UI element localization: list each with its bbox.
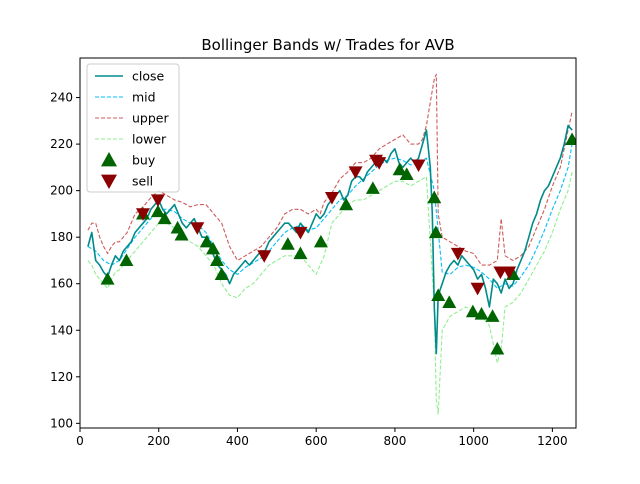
- x-tick-label: 1000: [458, 434, 489, 448]
- y-tick-label: 240: [50, 91, 73, 105]
- plot-area: [87, 73, 576, 415]
- legend-label-buy: buy: [132, 153, 156, 168]
- legend-label-sell: sell: [132, 174, 153, 189]
- x-tick-label: 1200: [537, 434, 568, 448]
- buy-marker: [490, 341, 505, 355]
- sell-marker: [470, 282, 485, 296]
- buy-marker: [427, 190, 442, 204]
- sell-marker: [293, 226, 308, 240]
- legend-label-close: close: [132, 69, 165, 84]
- buy-marker: [442, 295, 457, 308]
- buy-marker: [313, 234, 328, 248]
- buy-marker: [465, 304, 480, 318]
- buy-marker: [431, 288, 446, 301]
- legend-item: buy: [101, 152, 156, 168]
- buy-marker: [214, 267, 229, 281]
- buy-marker: [100, 272, 115, 285]
- legend-item: upper: [95, 111, 169, 126]
- legend-item: close: [95, 69, 165, 84]
- buy-marker: [209, 253, 224, 267]
- x-tick-label: 600: [305, 434, 328, 448]
- legend-label-mid: mid: [132, 90, 156, 105]
- legend: close mid upper lower buy sell: [86, 63, 180, 193]
- legend-swatch-buy: [101, 152, 117, 167]
- sell-marker: [348, 166, 363, 180]
- y-tick-label: 120: [50, 370, 73, 384]
- x-tick-label: 800: [383, 434, 406, 448]
- sell-marker: [411, 159, 426, 173]
- y-tick-label: 160: [50, 277, 73, 291]
- sell-marker: [324, 192, 339, 205]
- buy-marker: [157, 211, 172, 225]
- legend-label-upper: upper: [132, 111, 169, 126]
- y-tick-label: 180: [50, 230, 73, 244]
- legend-item: sell: [101, 174, 153, 189]
- x-tick-label: 200: [147, 434, 170, 448]
- buy-marker: [365, 181, 380, 194]
- buy-marker: [565, 132, 576, 146]
- legend-label-lower: lower: [132, 132, 167, 147]
- y-tick-label: 140: [50, 323, 73, 337]
- y-tick-label: 200: [50, 184, 73, 198]
- x-tick-label: 400: [226, 434, 249, 448]
- buy-marker: [428, 225, 443, 239]
- buy-marker: [280, 237, 295, 250]
- buy-marker: [206, 241, 221, 255]
- chart-title: Bollinger Bands w/ Trades for AVB: [201, 36, 454, 54]
- buy-marker: [485, 309, 500, 322]
- buy-marker: [119, 253, 134, 267]
- sell-marker: [150, 194, 165, 207]
- x-tick-label: 0: [76, 434, 84, 448]
- buy-marker: [392, 162, 407, 176]
- axes: 0 200 400 600 800 1000 1200 100 120 140 160 180 200 2…: [50, 57, 577, 448]
- sell-marker: [372, 157, 387, 170]
- buy-marker: [293, 246, 308, 260]
- buy-marker: [199, 234, 214, 248]
- buy-marker: [474, 306, 489, 320]
- legend-swatch-sell: [101, 174, 117, 189]
- axes-frame: [79, 57, 577, 429]
- legend-item: lower: [95, 132, 167, 147]
- series-line-lower: [87, 171, 573, 415]
- y-tick-label: 100: [50, 416, 73, 430]
- buy-marker: [150, 204, 165, 218]
- buy-marker: [399, 167, 414, 180]
- legend-item: mid: [95, 90, 156, 105]
- buy-marker: [339, 197, 354, 211]
- buy-marker: [174, 227, 189, 241]
- sell-marker: [135, 208, 150, 221]
- sell-marker: [450, 247, 465, 261]
- sell-marker: [502, 266, 517, 280]
- plot-inner: [87, 73, 576, 415]
- y-tick-label: 220: [50, 137, 73, 151]
- sell-marker: [190, 222, 205, 235]
- sell-marker: [257, 250, 272, 263]
